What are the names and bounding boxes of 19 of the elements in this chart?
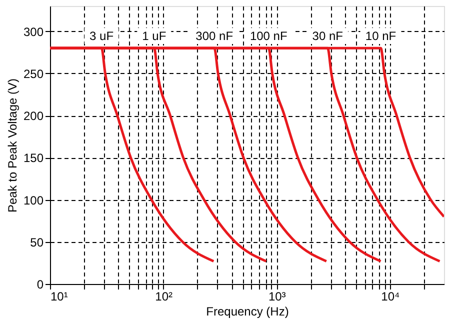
- y-tick-label: 250: [23, 66, 44, 81]
- series-label: 3 uF: [90, 29, 114, 43]
- y-tick-label: 200: [23, 109, 44, 124]
- series-label: 100 nF: [250, 29, 288, 43]
- x-tick-label: 10¹: [50, 290, 68, 304]
- series-label: 30 nF: [312, 29, 343, 43]
- series-label: 10 nF: [365, 29, 396, 43]
- x-tick-label: 10²: [155, 290, 172, 304]
- series-label: 300 nF: [196, 29, 234, 43]
- y-tick-label: 50: [30, 235, 44, 250]
- y-tick-label: 150: [23, 151, 44, 166]
- y-tick-label: 100: [23, 193, 44, 208]
- series-label: 1 uF: [142, 29, 166, 43]
- y-tick-label: 300: [23, 24, 44, 39]
- x-tick-label: 10⁴: [381, 290, 400, 304]
- y-axis-title: Peak to Peak Voltage (V): [5, 78, 20, 213]
- y-tick-label: 0: [36, 278, 44, 292]
- x-axis-title: Frequency (Hz): [206, 304, 289, 318]
- x-tick-label: 10³: [268, 290, 286, 304]
